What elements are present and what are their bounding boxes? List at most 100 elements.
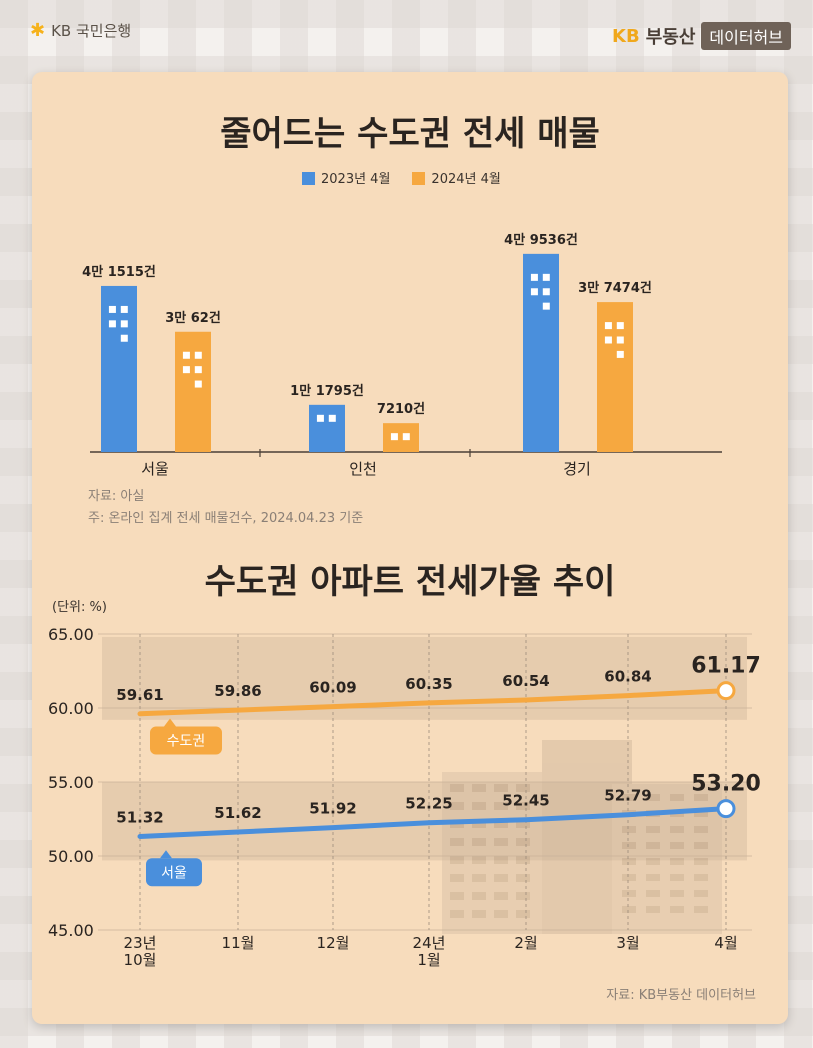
bar-서울-2023년 4월: [101, 285, 137, 452]
bar-window: [616, 322, 624, 330]
building-window: [450, 910, 464, 918]
bar-window: [542, 288, 550, 296]
infographic-card: 줄어드는 수도권 전세 매물 2023년 4월 2024년 4월 4만 1515…: [32, 72, 788, 1024]
platform-name: 부동산: [645, 27, 696, 48]
x-tick-label: 2월: [514, 934, 537, 952]
series-value-label: 51.92: [309, 800, 356, 818]
building-window: [694, 794, 708, 801]
building-window: [472, 820, 486, 828]
series-value-label: 60.09: [309, 679, 356, 697]
legend-label-2023: 2023년 4월: [321, 172, 391, 187]
bar-window: [120, 305, 128, 313]
series-value-label: 59.86: [214, 682, 261, 700]
building-window: [494, 820, 508, 828]
bar-rect: [175, 331, 211, 452]
bar-value-label: 7210건: [377, 401, 425, 417]
series-value-label: 60.54: [502, 672, 549, 690]
bar-window: [182, 351, 190, 359]
building-window: [670, 890, 684, 897]
building-window: [694, 906, 708, 913]
y-tick-label: 60.00: [48, 699, 94, 718]
platform-kb: KB: [612, 25, 640, 47]
building-window: [646, 858, 660, 865]
building-window: [516, 856, 530, 864]
band-capital: [102, 636, 747, 720]
building-window: [472, 910, 486, 918]
building-window: [494, 784, 508, 792]
legend-label-2024: 2024년 4월: [431, 172, 501, 187]
building-window: [622, 906, 636, 913]
series-value-label: 53.20: [691, 772, 761, 797]
building-window: [450, 874, 464, 882]
series-value-label: 52.79: [604, 787, 651, 805]
y-tick-label: 55.00: [48, 773, 94, 792]
bar-window: [194, 380, 202, 388]
bar-window: [542, 302, 550, 310]
bar-window: [120, 320, 128, 328]
building-window: [516, 910, 530, 918]
x-tick-label: 3월: [616, 934, 639, 952]
building-window: [450, 838, 464, 846]
x-tick-label: 12월: [317, 934, 350, 952]
building-window: [516, 874, 530, 882]
legend-item-2023: 2023년 4월: [302, 168, 390, 187]
building-window: [622, 826, 636, 833]
building-window: [472, 838, 486, 846]
building-window: [670, 826, 684, 833]
building-window: [646, 906, 660, 913]
building-window: [646, 874, 660, 881]
series-tag-pointer: [164, 718, 176, 727]
building-window: [494, 910, 508, 918]
line-chart-unit: (단위: %): [52, 600, 107, 615]
building-window: [516, 838, 530, 846]
bar-window: [616, 336, 624, 344]
bar-category-label: 서울: [141, 460, 169, 478]
bar-value-label: 4만 1515건: [82, 264, 156, 280]
x-tick-line: 10월: [124, 951, 157, 969]
kb-star-icon: ✱: [30, 20, 46, 41]
series-tag-box: [150, 726, 222, 755]
building-window: [694, 858, 708, 865]
bar-value-label: 4만 9536건: [504, 232, 578, 248]
building-window: [670, 794, 684, 801]
platform-hub-badge: 데이터허브: [701, 22, 791, 50]
x-tick-label: 23년 10월: [124, 934, 157, 969]
building-window: [646, 826, 660, 833]
building-window: [494, 856, 508, 864]
bar-value-label: 3만 7474건: [578, 280, 652, 296]
bar-window: [194, 366, 202, 374]
y-tick-label: 50.00: [48, 847, 94, 866]
building-window: [646, 890, 660, 897]
building-window: [450, 892, 464, 900]
series-value-label: 60.84: [604, 668, 651, 686]
series-value-label: 52.25: [405, 795, 452, 813]
x-tick-line: 2월: [514, 934, 537, 952]
building-window: [694, 810, 708, 817]
legend-item-2024: 2024년 4월: [412, 168, 501, 187]
bank-name: KB 국민은행: [51, 22, 132, 40]
building-window: [694, 842, 708, 849]
series-tag-수도권: 수도권: [150, 718, 222, 755]
building-window: [516, 892, 530, 900]
building-window: [622, 890, 636, 897]
building-window: [450, 784, 464, 792]
line-chart-title: 수도권 아파트 전세가율 추이: [204, 562, 616, 602]
building-window: [646, 842, 660, 849]
bar-rect: [383, 423, 419, 452]
bar-source-line2: 주: 온라인 집계 전세 매물건수, 2024.04.23 기준: [88, 511, 364, 526]
line-chart-source: 자료: KB부동산 데이터허브: [606, 988, 756, 1003]
bar-window: [390, 433, 398, 441]
bar-rect: [309, 404, 345, 452]
building-window: [622, 842, 636, 849]
building-window: [622, 794, 636, 801]
building-window: [472, 892, 486, 900]
series-line-서울: [137, 806, 729, 839]
x-tick-label: 24년 1월: [413, 934, 446, 969]
building-illustration: [442, 740, 722, 934]
building-window: [494, 874, 508, 882]
line-chart: 65.00 60.00 55.00 50.00 45.00 23년 10월 11월 12월 24년…: [48, 625, 761, 969]
building-window: [646, 794, 660, 801]
building-window: [622, 874, 636, 881]
x-tick-label: 11월: [222, 934, 255, 952]
bar-window: [108, 320, 116, 328]
